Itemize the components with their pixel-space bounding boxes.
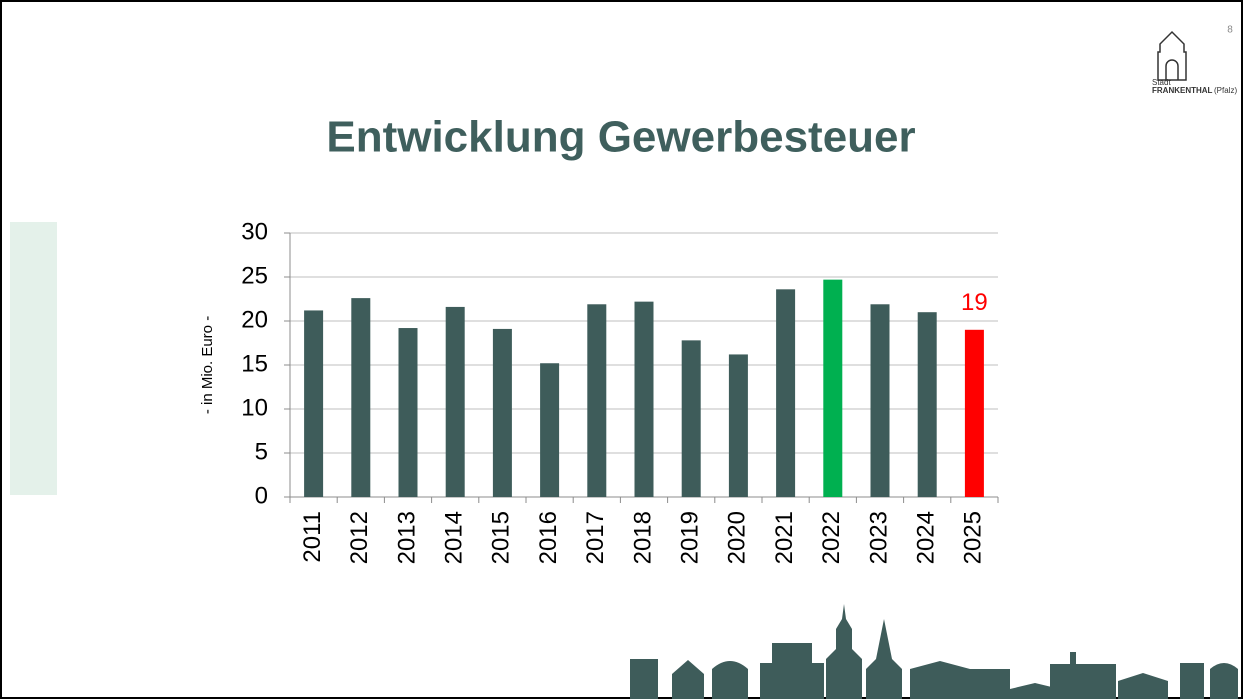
y-tick-label: 10 [241, 394, 268, 421]
y-axis-label: - in Mio. Euro - [199, 316, 216, 414]
bar [398, 328, 418, 497]
chart-title: Entwicklung Gewerbesteuer [326, 113, 915, 162]
x-tick-label: 2011 [299, 511, 326, 563]
bar [634, 301, 654, 497]
x-tick-label: 2022 [818, 511, 845, 564]
bar [304, 310, 324, 497]
logo: Stadt FRANKENTHAL (Pfalz) [1152, 30, 1237, 95]
side-panel [10, 222, 57, 495]
data-label: 19 [961, 289, 988, 316]
y-tick-label: 0 [255, 482, 268, 509]
y-tick-label: 15 [241, 350, 268, 377]
y-tick-label: 30 [241, 218, 268, 245]
bar [776, 289, 796, 497]
x-tick-label: 2020 [724, 511, 751, 564]
x-tick-label: 2012 [346, 511, 373, 564]
logo-text: FRANKENTHAL [1152, 86, 1213, 95]
logo-text: (Pfalz) [1214, 86, 1237, 95]
bar [587, 304, 607, 497]
bar [351, 298, 371, 497]
logo-icon [1165, 59, 1179, 80]
x-tick-label: 2017 [582, 511, 609, 564]
x-tick-label: 2015 [488, 511, 515, 564]
x-tick-label: 2023 [865, 511, 892, 564]
logo-icon [1157, 30, 1187, 81]
bar [917, 312, 937, 497]
x-tick-label: 2018 [629, 511, 656, 564]
x-tick-label: 2016 [535, 511, 562, 564]
bar [728, 354, 748, 497]
slide-number: 8 [1227, 25, 1233, 36]
x-tick-label: 2025 [960, 511, 987, 564]
y-tick-label: 5 [255, 438, 268, 465]
x-tick-label: 2014 [441, 511, 468, 564]
bar [870, 304, 890, 497]
bar [540, 363, 560, 497]
skyline [630, 604, 1238, 699]
y-tick-label: 20 [241, 306, 268, 333]
logo-text: Stadt [1152, 78, 1171, 87]
bar [823, 279, 843, 497]
bar [681, 340, 701, 497]
bar [445, 306, 465, 497]
x-tick-label: 2019 [677, 511, 704, 564]
x-tick-label: 2021 [771, 511, 798, 564]
bar [492, 328, 512, 497]
bar [964, 329, 984, 497]
x-tick-label: 2024 [913, 511, 940, 564]
y-tick-label: 25 [241, 262, 268, 289]
x-tick-label: 2013 [393, 511, 420, 564]
